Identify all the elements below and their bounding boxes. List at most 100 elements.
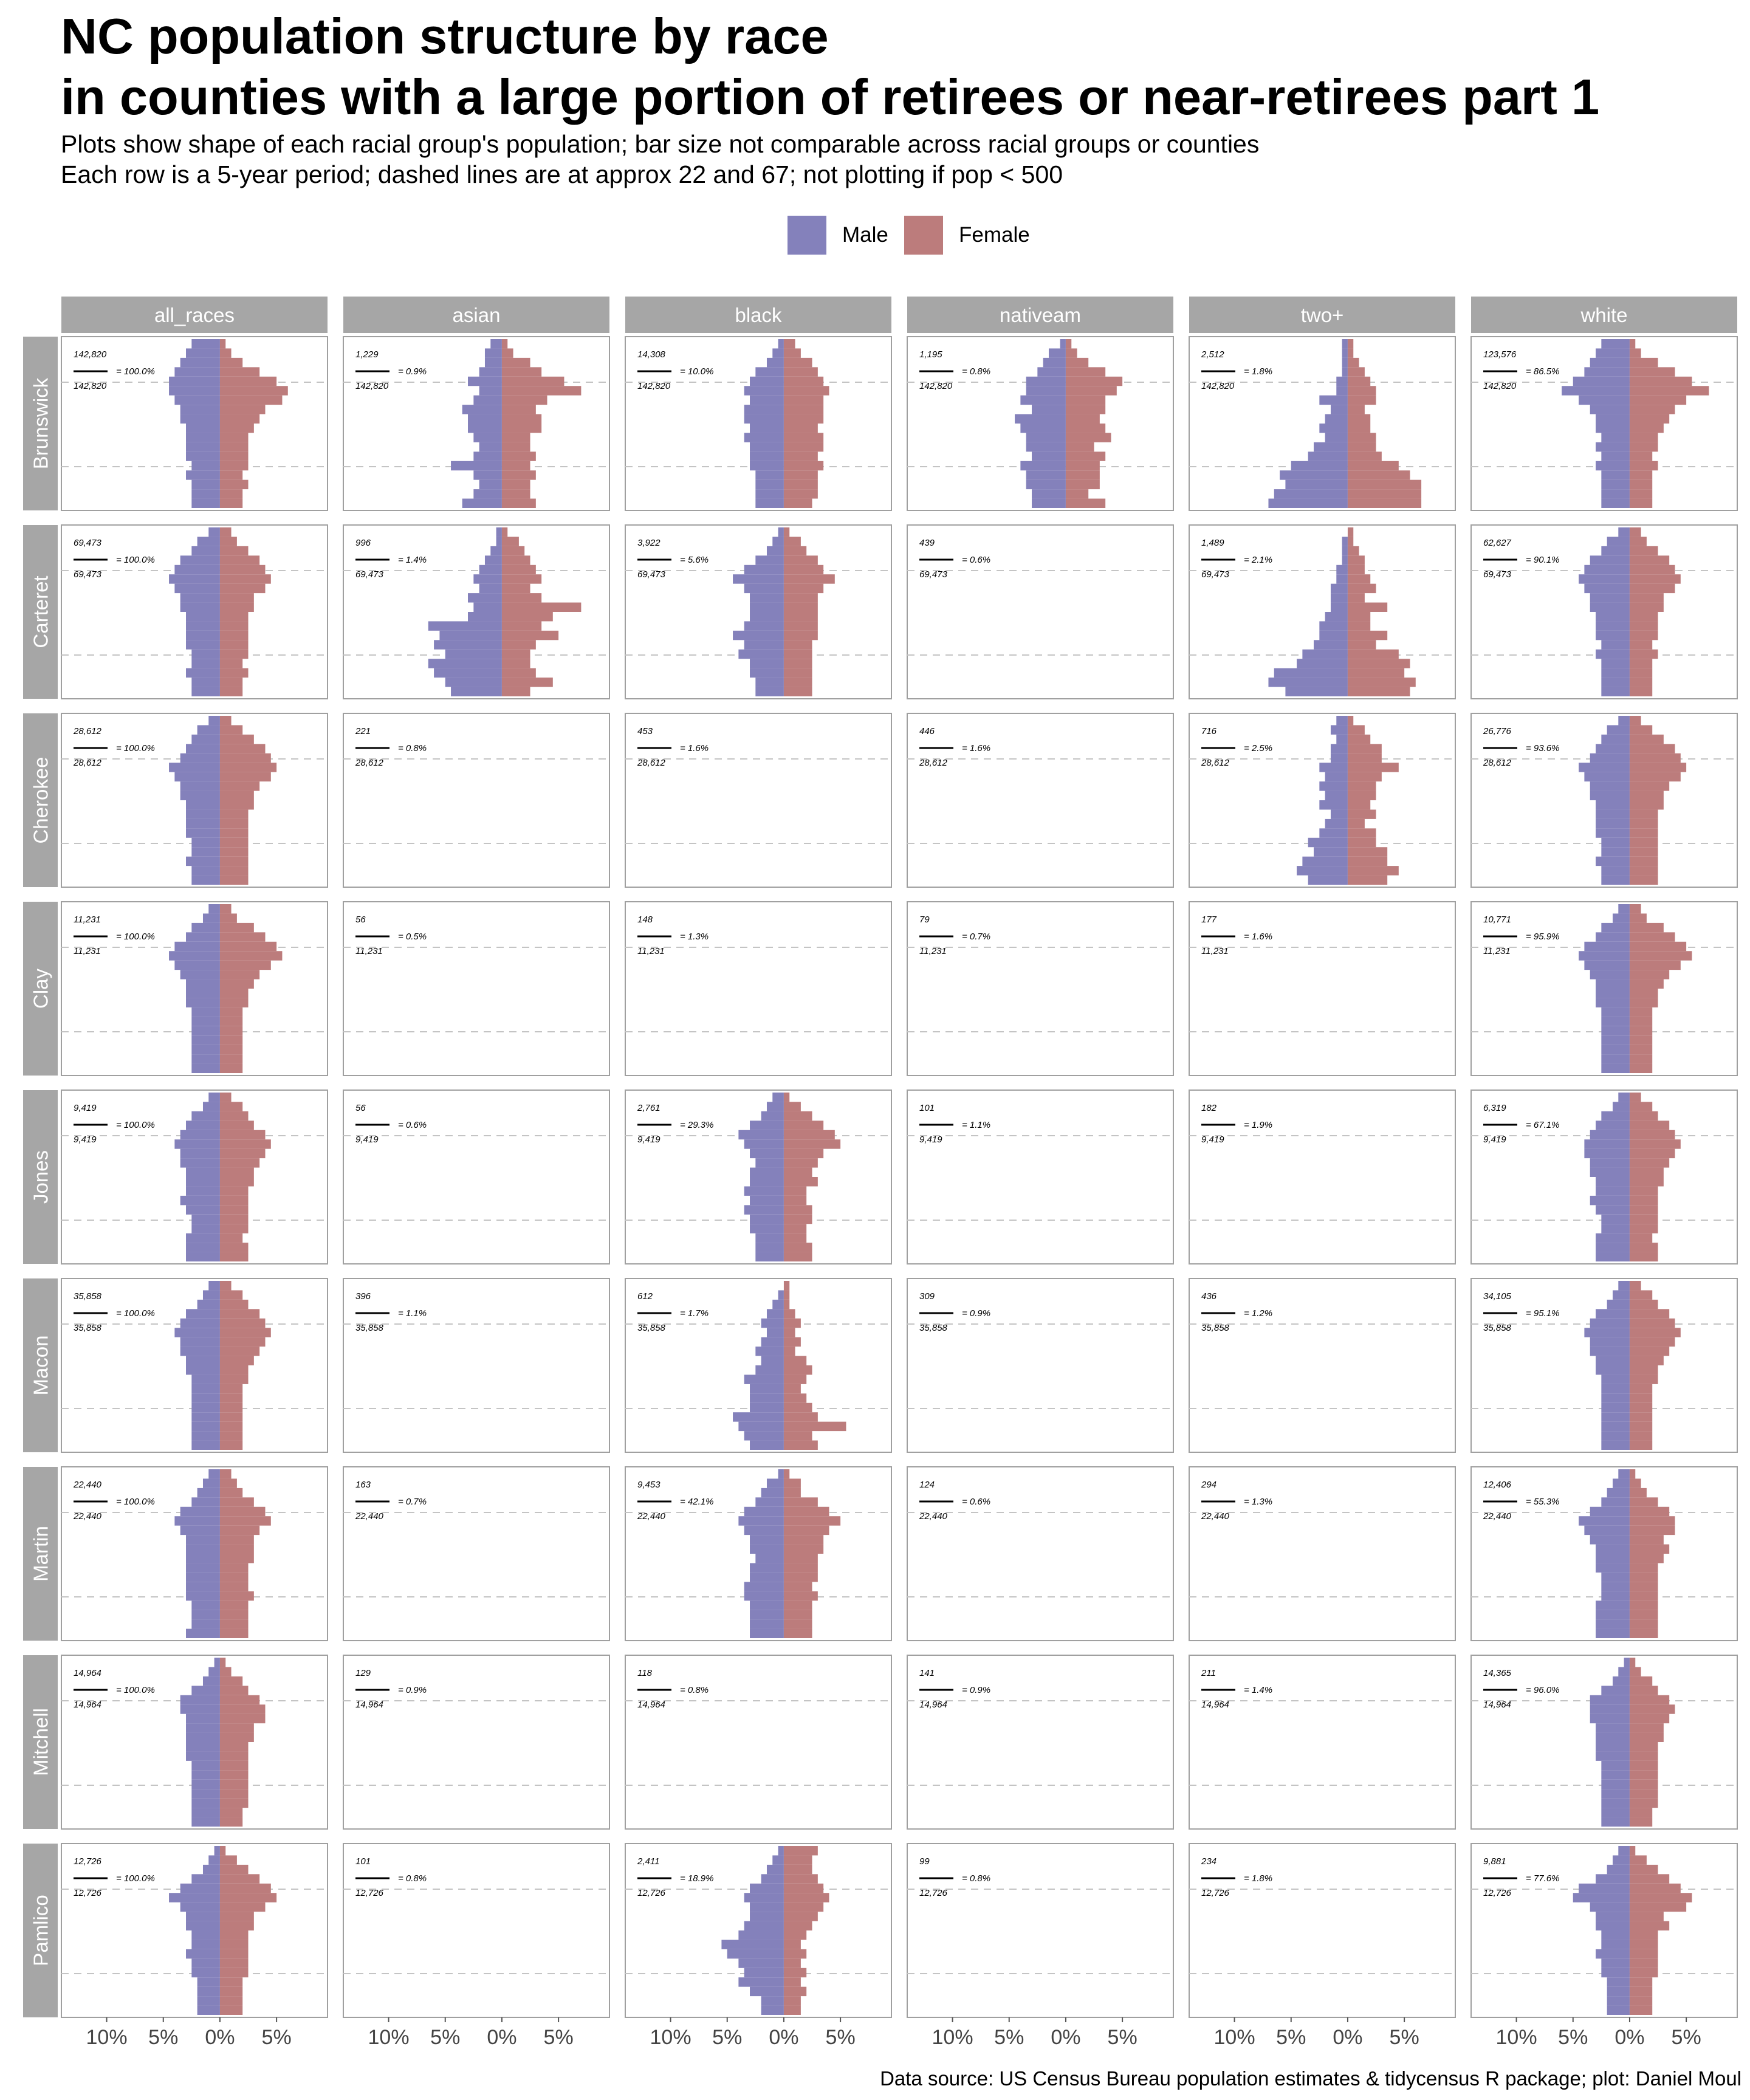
bar-male <box>479 442 502 452</box>
bar-male <box>208 904 220 914</box>
bar-male <box>750 1610 784 1620</box>
bar-male <box>761 1487 784 1498</box>
bar-male <box>1330 725 1348 735</box>
bar-female <box>1347 649 1399 659</box>
bar-male <box>191 1619 220 1629</box>
bar-female <box>1629 414 1670 424</box>
bar-female <box>219 1958 249 1968</box>
bar-male <box>1308 875 1348 885</box>
legend: Male Female <box>0 214 1750 256</box>
bar-male <box>484 555 502 565</box>
bar-female <box>783 564 824 575</box>
bar-male <box>778 527 784 537</box>
bar-female <box>1347 386 1376 396</box>
bar-female <box>783 339 795 349</box>
bar-male <box>186 1356 220 1365</box>
bar-female <box>1629 1667 1641 1676</box>
bar-female <box>783 668 812 678</box>
bar-male <box>750 461 784 471</box>
bar-male <box>1342 546 1348 556</box>
bar-female <box>1629 1431 1653 1441</box>
bar-male <box>750 1440 784 1450</box>
bar-male <box>1624 1658 1630 1667</box>
bar-male <box>1590 1704 1630 1714</box>
bar-female <box>1629 1007 1653 1017</box>
panel-frame <box>343 713 610 888</box>
column-label-nativeam: nativeam <box>1000 304 1081 326</box>
bar-female <box>219 1846 226 1856</box>
bar-female <box>1629 847 1658 857</box>
annotation-percent: = 100.0% <box>116 1497 155 1507</box>
bar-female <box>219 1742 249 1752</box>
bar-male <box>186 1921 220 1930</box>
bar-female <box>783 1996 801 2006</box>
bar-male <box>490 339 502 349</box>
panel-carteret-asian: 996 = 1.4% 69,473 <box>343 524 610 699</box>
bar-male <box>744 1186 784 1196</box>
bar-male <box>1601 451 1630 461</box>
annotation-group-pop: 9,453 <box>637 1480 661 1490</box>
bar-male <box>1601 1808 1630 1817</box>
bar-female <box>501 424 542 433</box>
column-strip-two: two+ <box>1189 297 1455 333</box>
bar-female <box>219 593 254 603</box>
bar-female <box>1629 998 1658 1007</box>
bar-female <box>219 1026 243 1036</box>
bar-male <box>186 1628 220 1638</box>
column-label-two: two+ <box>1301 304 1344 326</box>
annotation-percent: = 1.8% <box>1244 1873 1272 1884</box>
bar-female <box>501 678 553 687</box>
panel-frame <box>343 1466 610 1641</box>
panel-macon-all-races: 35,858 = 100.0% 35,858 <box>61 1278 328 1453</box>
panel-jones-white: 6,319 = 67.1% 9,419 <box>1470 1089 1738 1264</box>
panel-martin-nativeam: 124 = 0.6% 22,440 <box>907 1466 1174 1641</box>
bar-female <box>783 630 818 640</box>
bar-female <box>783 1469 790 1479</box>
bar-female <box>1629 687 1653 696</box>
panel-mitchell-black: 118 = 0.8% 14,964 <box>625 1655 892 1830</box>
bar-female <box>1629 1374 1658 1384</box>
row-label-mitchell: Mitchell <box>30 1708 52 1776</box>
bar-male <box>174 367 220 377</box>
bar-female <box>219 1930 249 1940</box>
annotation-percent: = 0.6% <box>962 555 990 565</box>
bar-female <box>1347 564 1365 575</box>
bar-female <box>783 1440 818 1450</box>
bar-male <box>750 395 784 405</box>
bar-male <box>1601 1440 1630 1450</box>
bar-female <box>1629 1252 1658 1261</box>
bar-female <box>783 1544 824 1554</box>
x-tick-label: 5% <box>1390 2026 1419 2049</box>
bar-male <box>174 564 220 575</box>
annotation-percent: = 0.6% <box>962 1497 990 1507</box>
bar-male <box>1291 461 1348 471</box>
bar-male <box>1596 1563 1630 1573</box>
bar-female <box>1347 405 1365 414</box>
bar-female <box>1629 1977 1653 1987</box>
bar-female <box>1629 1318 1675 1328</box>
bar-female <box>1629 1714 1670 1724</box>
bar-female <box>1065 357 1089 368</box>
row-pamlico: Pamlico 12,726 = 100.0% 12,726 101 = 0.8% 12,7… <box>23 1843 1738 2018</box>
bar-male <box>191 1007 220 1017</box>
annotation-percent: = 5.6% <box>680 555 709 565</box>
bar-male <box>1601 1958 1630 1968</box>
bar-male <box>202 1676 220 1686</box>
bar-female <box>1629 442 1658 452</box>
bar-male <box>186 809 220 819</box>
bar-male <box>766 1328 784 1337</box>
bar-male <box>1584 583 1630 594</box>
panel-clay-nativeam: 79 = 0.7% 11,231 <box>907 901 1174 1076</box>
bar-female <box>219 386 288 396</box>
bar-male <box>1562 386 1630 396</box>
bar-male <box>180 414 220 424</box>
bar-male <box>744 1506 784 1517</box>
bar-female <box>1629 498 1653 508</box>
bar-male <box>1596 612 1630 622</box>
bar-female <box>219 1224 249 1234</box>
bar-female <box>783 1893 829 1903</box>
bar-female <box>1629 1751 1658 1761</box>
annotation-county-total: 14,964 <box>919 1700 947 1710</box>
panel-pamlico-all-races: 12,726 = 100.0% 12,726 <box>61 1843 328 2018</box>
bar-male <box>1607 1986 1630 1997</box>
